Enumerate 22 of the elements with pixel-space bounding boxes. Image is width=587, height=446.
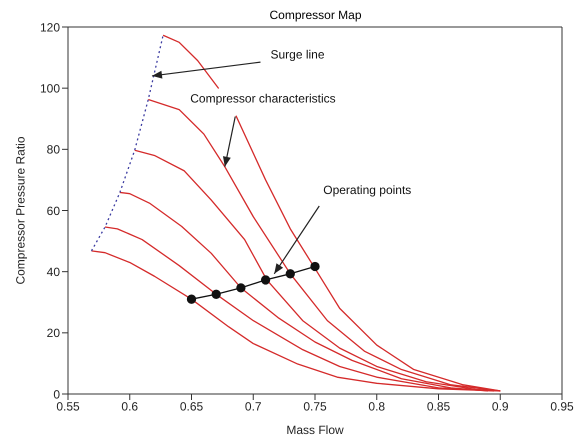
y-tick-label: 120	[40, 20, 60, 34]
x-tick-label: 0.65	[180, 400, 204, 414]
x-tick-label: 0.95	[550, 400, 574, 414]
annotation: Operating points	[323, 183, 412, 198]
x-tick-label: 0.55	[56, 400, 80, 414]
y-tick-label: 80	[46, 142, 60, 157]
x-tick-label: 0.6	[121, 400, 138, 414]
y-tick-label: 40	[46, 264, 60, 279]
chart-title: Compressor Map	[268, 8, 363, 22]
y-tick-label: 0	[53, 387, 60, 402]
x-tick-label: 0.85	[426, 400, 450, 414]
x-tick-label: 0.9	[492, 400, 509, 414]
y-axis-title: Compressor Pressure Ratio	[13, 136, 28, 285]
x-tick-label: 0.75	[303, 400, 327, 414]
y-tick-label: 20	[46, 326, 60, 340]
x-tick-label: 0.7	[244, 400, 262, 414]
y-tick-label: 60	[46, 204, 60, 218]
x-tick-label: 0.8	[368, 400, 386, 414]
annotation: Surge line	[270, 47, 325, 62]
y-tick-label: 100	[40, 81, 60, 96]
annotation: Compressor characteristics	[190, 91, 336, 106]
x-axis-title: Mass Flow	[286, 423, 344, 437]
